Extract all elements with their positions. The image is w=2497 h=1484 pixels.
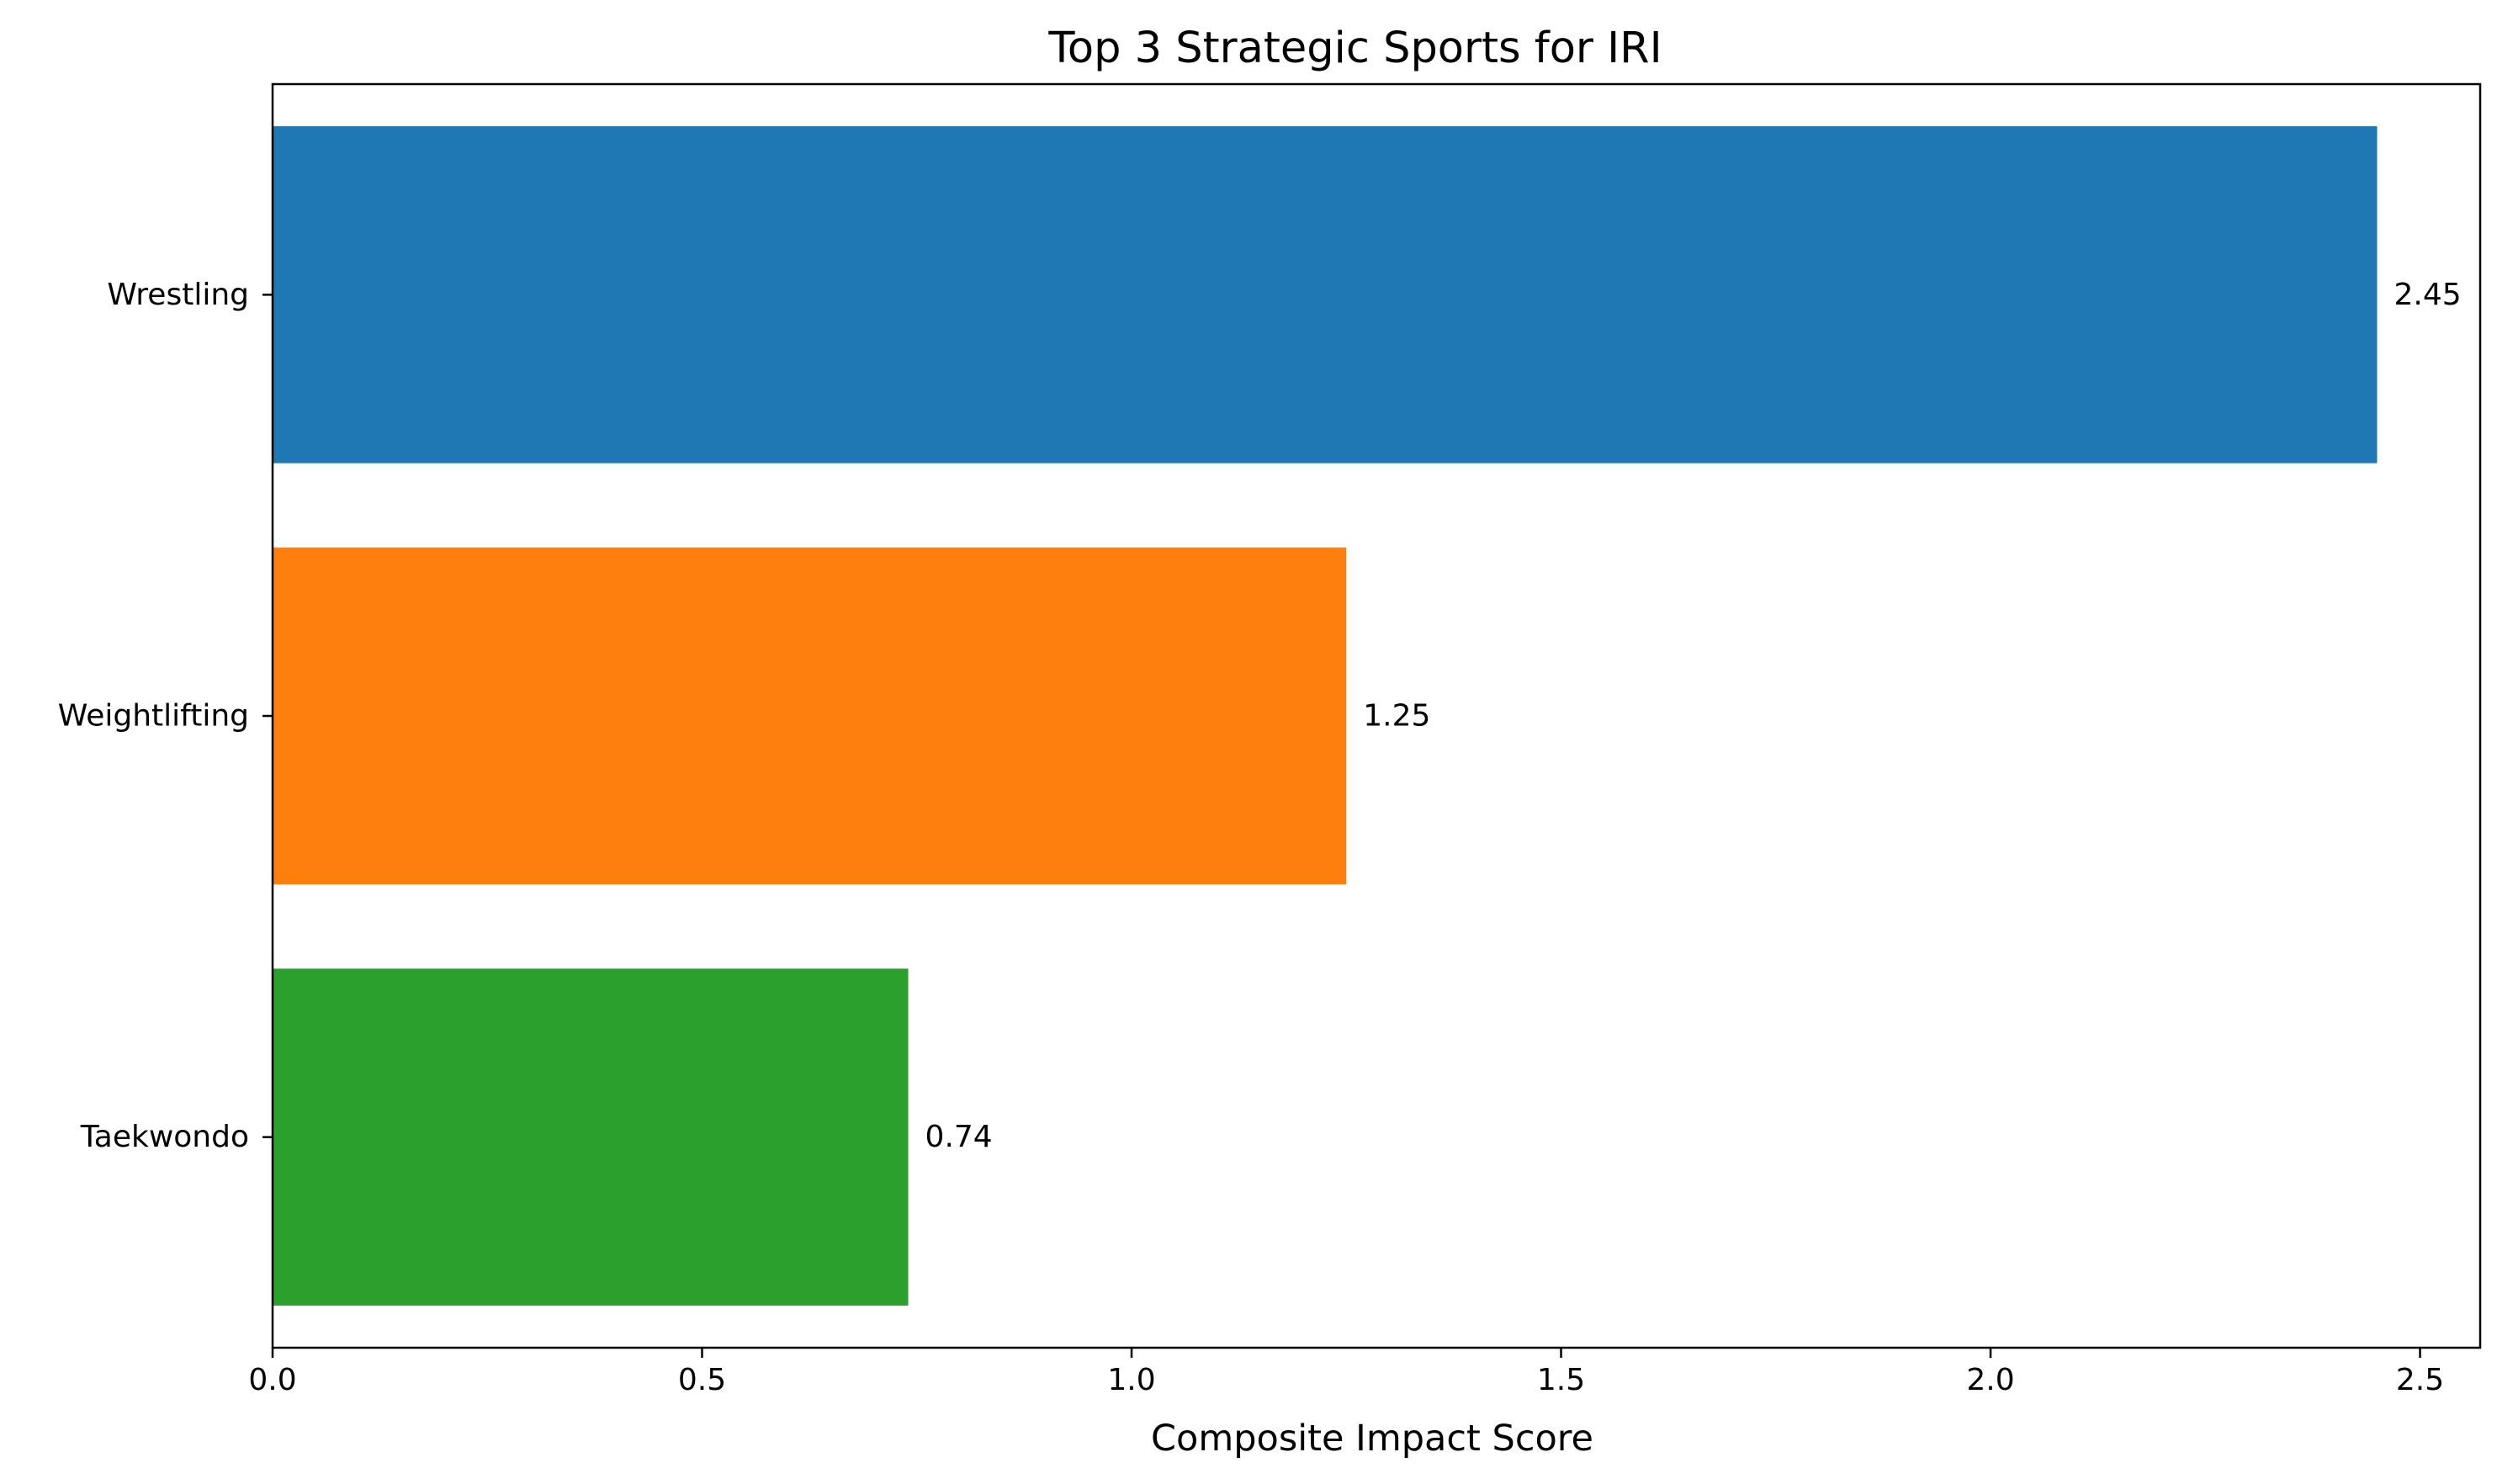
data-label-taekwondo: 0.74 (925, 1120, 993, 1154)
y-axis-ticks: Wrestling Weightlifting Taekwondo (58, 278, 273, 1154)
chart-title: Top 3 Strategic Sports for IRI (1047, 24, 1662, 73)
x-tick-label: 0.5 (678, 1363, 726, 1397)
bar-wrestling (273, 126, 2378, 464)
x-tick-label: 2.5 (2396, 1363, 2444, 1397)
y-tick-label-wrestling: Wrestling (107, 278, 249, 312)
x-axis-ticks: 0.0 0.5 1.0 1.5 2.0 2.5 (248, 1348, 2444, 1397)
bar-taekwondo (273, 968, 909, 1306)
y-tick-label-weightlifting: Weightlifting (58, 699, 249, 734)
x-axis-label: Composite Impact Score (1151, 1418, 1593, 1460)
x-tick-label: 1.0 (1107, 1363, 1155, 1397)
data-label-weightlifting: 1.25 (1363, 699, 1430, 734)
x-tick-label: 2.0 (1966, 1363, 2014, 1397)
bar-weightlifting (273, 547, 1347, 885)
x-tick-label: 0.0 (248, 1363, 296, 1397)
bars-group (273, 126, 2378, 1306)
data-label-wrestling: 2.45 (2394, 278, 2461, 312)
data-labels-group: 2.45 1.25 0.74 (925, 278, 2462, 1154)
plot-frame (271, 82, 2482, 1349)
x-tick-label: 1.5 (1537, 1363, 1585, 1397)
y-tick-label-taekwondo: Taekwondo (80, 1120, 249, 1154)
